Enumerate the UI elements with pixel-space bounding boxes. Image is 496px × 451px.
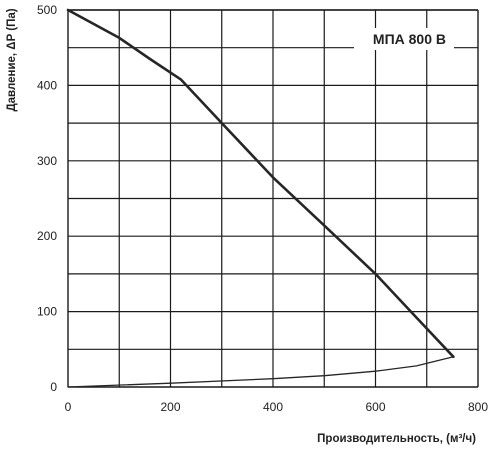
series-line-network: [67, 356, 455, 388]
model-label-background: [354, 28, 454, 50]
x-tick-label: 800: [468, 400, 488, 414]
grid: [67, 9, 479, 388]
x-tick-label: 0: [65, 400, 72, 414]
y-axis-title: Давление, ΔP (Па): [6, 8, 18, 111]
tick-labels: 0 200 400 600 800 0 100 200 300 400 500: [37, 3, 488, 414]
y-tick-label: 0: [50, 380, 57, 394]
y-tick-label: 400: [37, 78, 57, 92]
y-tick-label: 200: [37, 229, 57, 243]
x-tick-label: 400: [263, 400, 283, 414]
y-tick-label: 300: [37, 154, 57, 168]
x-axis-title: Производительность, (м³/ч): [317, 433, 476, 445]
series: [66, 8, 455, 388]
x-tick-label: 600: [365, 400, 385, 414]
y-tick-label: 100: [37, 305, 57, 319]
y-tick-label: 500: [37, 3, 57, 17]
x-tick-label: 200: [160, 400, 180, 414]
chart-title: МПА 800 В: [373, 31, 446, 47]
series-line-pressure: [66, 8, 455, 359]
